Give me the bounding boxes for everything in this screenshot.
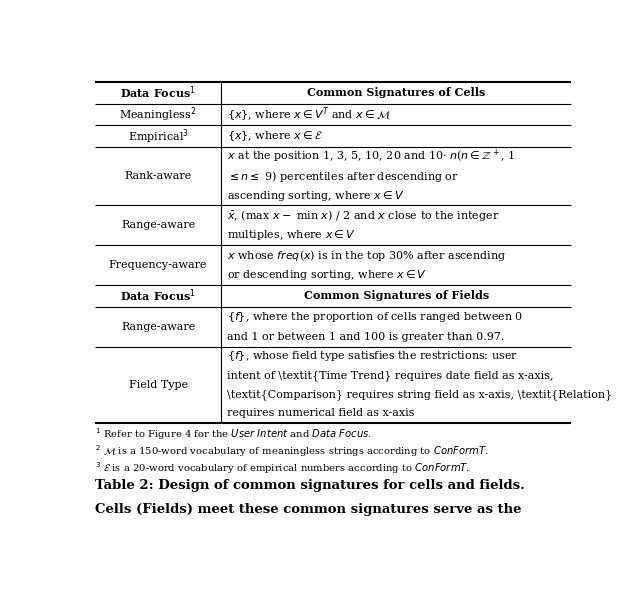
Text: $^1$ Refer to Figure 4 for the $\mathit{User\ Intent}$ and $\mathit{Data\ Focus}: $^1$ Refer to Figure 4 for the $\mathit{… [95, 426, 372, 442]
Text: Field Type: Field Type [129, 380, 188, 390]
Text: Data Focus$^1$: Data Focus$^1$ [120, 287, 196, 304]
Text: Cells (Fields) meet these common signatures serve as the: Cells (Fields) meet these common signatu… [95, 503, 522, 516]
Text: Range-aware: Range-aware [121, 220, 195, 230]
Text: $^2$ $\mathcal{M}$ is a 150-word vocabulary of meaningless strings according to : $^2$ $\mathcal{M}$ is a 150-word vocabul… [95, 444, 488, 459]
Text: $\{x\}$, where $x \in \mathcal{E}$: $\{x\}$, where $x \in \mathcal{E}$ [227, 130, 323, 143]
Text: \textit{Comparison} requires string field as x-axis, \textit{Relation}: \textit{Comparison} requires string fiel… [227, 389, 612, 400]
Text: Empirical$^3$: Empirical$^3$ [127, 127, 189, 145]
Text: $\leq n \leq$ 9) percentiles after descending or: $\leq n \leq$ 9) percentiles after desce… [227, 168, 459, 184]
Text: Table 2: Design of common signatures for cells and fields.: Table 2: Design of common signatures for… [95, 479, 525, 492]
Text: $^3$ $\mathcal{E}$ is a 20-word vocabulary of empirical numbers according to $\m: $^3$ $\mathcal{E}$ is a 20-word vocabula… [95, 460, 470, 476]
Text: Rank-aware: Rank-aware [125, 171, 192, 181]
Text: and 1 or between 1 and 100 is greater than 0.97.: and 1 or between 1 and 100 is greater th… [227, 332, 505, 342]
Text: ascending sorting, where $x \in V$: ascending sorting, where $x \in V$ [227, 188, 405, 203]
Text: multiples, where $x \in V$: multiples, where $x \in V$ [227, 228, 356, 242]
Text: requires numerical field as x-axis: requires numerical field as x-axis [227, 408, 415, 418]
Text: Common Signatures of Cells: Common Signatures of Cells [307, 87, 485, 98]
Text: Frequency-aware: Frequency-aware [109, 260, 207, 270]
Text: $x$ at the position 1, 3, 5, 10, 20 and 10$\cdot$ $n$($n \in \mathbb{Z}^+$, 1: $x$ at the position 1, 3, 5, 10, 20 and … [227, 148, 516, 166]
Text: or descending sorting, where $x \in V$: or descending sorting, where $x \in V$ [227, 268, 428, 282]
Text: $\{x\}$, where $x \in V^T$ and $x \in \mathcal{M}$: $\{x\}$, where $x \in V^T$ and $x \in \m… [227, 105, 391, 124]
Text: Data Focus$^1$: Data Focus$^1$ [120, 85, 196, 101]
Text: Meaningless$^2$: Meaningless$^2$ [120, 105, 197, 124]
Text: Range-aware: Range-aware [121, 322, 195, 332]
Text: intent of \textit{Time Trend} requires date field as x-axis,: intent of \textit{Time Trend} requires d… [227, 370, 554, 380]
Text: $x$ whose $\mathit{freq}$($x$) is in the top 30% after ascending: $x$ whose $\mathit{freq}$($x$) is in the… [227, 247, 507, 263]
Text: Common Signatures of Fields: Common Signatures of Fields [303, 290, 489, 302]
Text: $\{f\}$, whose field type satisfies the restrictions: user: $\{f\}$, whose field type satisfies the … [227, 349, 518, 363]
Text: $\{f\}$, where the proportion of cells ranged between 0: $\{f\}$, where the proportion of cells r… [227, 310, 524, 324]
Text: $\bar{x}$, (max $x -$ min $x$) / 2 and $x$ close to the integer: $\bar{x}$, (max $x -$ min $x$) / 2 and $… [227, 208, 500, 223]
